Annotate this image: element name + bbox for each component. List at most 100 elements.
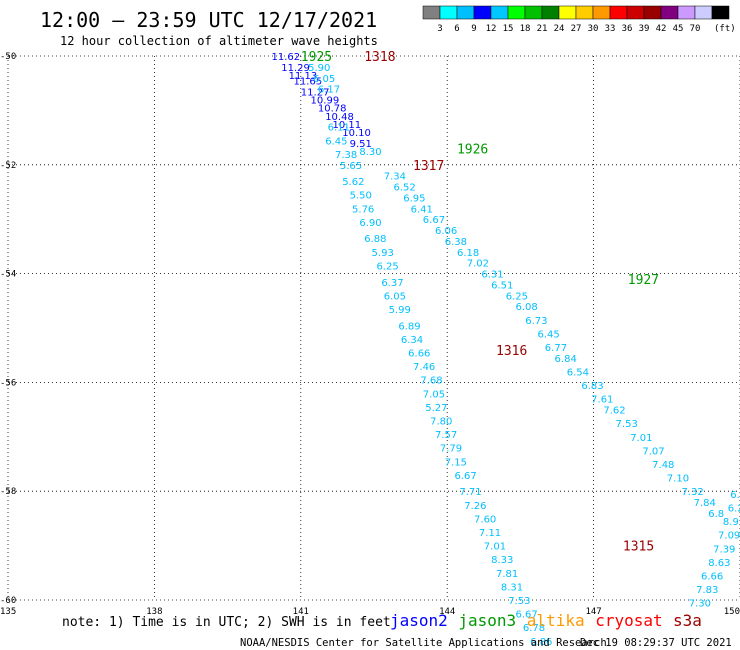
legend-swatch	[643, 5, 662, 20]
legend-label: 24	[554, 24, 565, 34]
y-tick-label: -52	[0, 161, 16, 171]
swh-value: 7.09	[718, 531, 740, 542]
swh-value: 8.33	[491, 555, 513, 566]
swh-value: 7.71	[459, 487, 481, 498]
swh-value: 5.50	[350, 191, 372, 202]
swh-value: 6.78	[523, 623, 545, 634]
legend-swatch	[694, 5, 713, 20]
swh-value: 6.2	[728, 504, 740, 515]
swh-value: 7.60	[474, 514, 496, 525]
swh-value: 6.45	[537, 329, 559, 340]
swh-value: 7.68	[420, 376, 442, 387]
plot-grid	[7, 55, 740, 601]
legend-swatch	[592, 5, 611, 20]
swh-value: 6.88	[364, 234, 386, 245]
swh-value: 7.05	[423, 389, 445, 400]
legend-label: 36	[622, 24, 633, 34]
swh-value: 6.67	[455, 471, 477, 482]
swh-value: 5.62	[342, 177, 364, 188]
swh-value: 6.66	[701, 572, 723, 583]
swh-value: 10.99	[311, 96, 340, 107]
chart-title: 12:00 – 23:59 UTC 12/17/2021	[40, 8, 377, 32]
swh-value: 6.95	[403, 193, 425, 204]
swh-value: 7.80	[430, 416, 452, 427]
swh-value: 6.54	[567, 368, 589, 379]
swh-value: 6.11	[328, 123, 350, 134]
swh-value: 7.39	[713, 544, 735, 555]
swh-value: 6.67	[516, 610, 538, 621]
swh-value: 5.93	[372, 248, 394, 259]
swh-value: 8.63	[708, 558, 730, 569]
legend-swatch	[490, 5, 509, 20]
legend-label: 45	[673, 24, 684, 34]
axis-ticks: 135 138 141 144 147 150 -50 -52 -54 -56 -58 -60	[0, 52, 740, 617]
swh-value: 11.13	[289, 71, 318, 82]
swh-value: 6.73	[525, 316, 547, 327]
swh-value: 7.38	[335, 150, 357, 161]
swh-value: 6.86	[530, 637, 552, 648]
swh-value: 7.53	[508, 596, 530, 607]
swh-value: 6.08	[516, 302, 538, 313]
legend-label: 42	[656, 24, 667, 34]
swh-value: 5.27	[425, 403, 447, 414]
pass-number: 1926	[457, 142, 488, 157]
swh-value: 11.65	[293, 76, 322, 87]
legend-swatch	[422, 5, 441, 20]
swh-value: 6.05	[313, 74, 335, 85]
swh-value: 6.31	[481, 270, 503, 281]
legend-label: 3	[437, 24, 442, 34]
legend-swatch	[677, 5, 696, 20]
color-legend: 3 6 9 12 15 18 21 24 27 30 33 36 39 42 45 70 (ft)	[422, 5, 736, 34]
swh-value: 11.27	[301, 87, 330, 98]
swh-value: 7.57	[435, 430, 457, 441]
legend-unit: (ft)	[714, 24, 736, 34]
y-tick-label: -54	[0, 270, 16, 280]
legend-label: 39	[639, 24, 650, 34]
swh-value: 10.10	[342, 128, 371, 139]
swh-value: 6.37	[381, 278, 403, 289]
swh-value: 7.46	[413, 362, 435, 373]
legend-swatch	[507, 5, 526, 20]
swh-value: 5.99	[389, 305, 411, 316]
y-tick-label: -56	[0, 378, 16, 388]
swh-value: 6.66	[408, 348, 430, 359]
legend-label: 9	[471, 24, 476, 34]
swh-value: 7.81	[496, 569, 518, 580]
wave-height-points: 11.6211.2911.1311.6511.2710.9910.7810.48…	[272, 52, 740, 648]
pass-number: 1315	[623, 540, 654, 555]
swh-value: 7.84	[694, 498, 716, 509]
pass-number: 1927	[628, 273, 659, 288]
pass-number: 1318	[364, 50, 395, 65]
legend-label: 30	[588, 24, 599, 34]
legend-label: 27	[571, 24, 582, 34]
swh-value: 10.78	[318, 104, 347, 115]
pass-number: 1317	[413, 159, 444, 174]
legend-label: 18	[520, 24, 531, 34]
legend-swatch	[609, 5, 628, 20]
swh-value: 6.84	[555, 354, 577, 365]
swh-value: 5.76	[352, 204, 374, 215]
swh-value: 7.01	[630, 433, 652, 444]
swh-value: 6.34	[401, 335, 423, 346]
x-tick-label: 141	[293, 607, 309, 617]
y-tick-label: -58	[0, 487, 16, 497]
x-tick-label: 147	[585, 607, 601, 617]
swh-value: 9.51	[350, 139, 372, 150]
swh-value: 5.90	[308, 63, 330, 74]
swh-value: 7.15	[445, 457, 467, 468]
footnote: note: 1) Time is in UTC; 2) SWH is in fe…	[62, 615, 391, 630]
swh-value: 7.26	[464, 501, 486, 512]
legend-swatch	[524, 5, 543, 20]
swh-value: 7.79	[440, 444, 462, 455]
swh-value: 7.34	[384, 172, 406, 183]
satellite-name: s3a	[673, 611, 702, 630]
swh-value: 6.67	[423, 215, 445, 226]
swh-value: 7.53	[616, 419, 638, 430]
swh-value: 7.02	[467, 259, 489, 270]
swh-value: 10.11	[333, 120, 362, 131]
swh-value: 6.45	[325, 136, 347, 147]
legend-swatch	[626, 5, 645, 20]
swh-value: 10.48	[325, 112, 354, 123]
swh-value: 6.06	[435, 226, 457, 237]
legend-swatch	[711, 5, 730, 20]
